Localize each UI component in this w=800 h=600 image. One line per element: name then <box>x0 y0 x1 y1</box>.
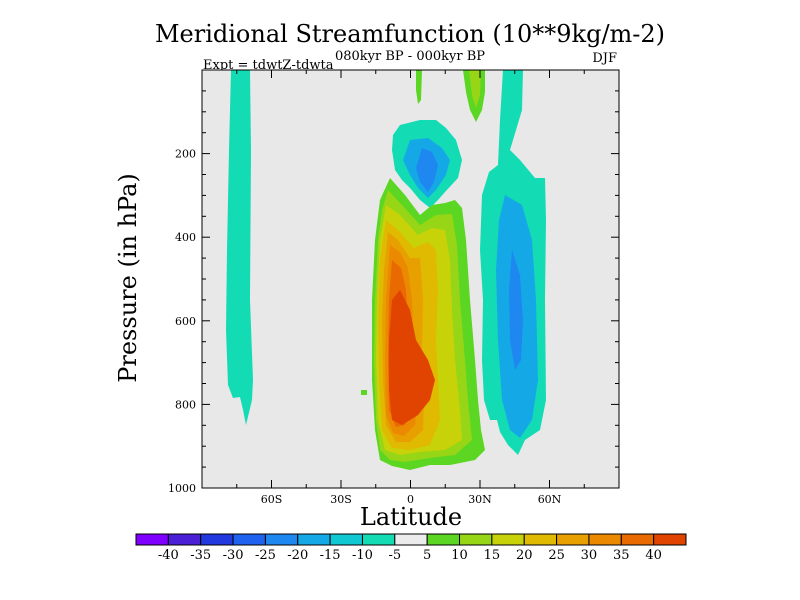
colorbar-swatch <box>232 533 266 546</box>
x-tick-label: 30N <box>468 493 492 506</box>
colorbar-label: -40 <box>158 548 179 563</box>
colorbar-label: 25 <box>548 548 565 563</box>
colorbar-swatch <box>167 533 202 546</box>
experiment-label: Expt = tdwtZ-tdwta <box>203 58 334 73</box>
upper-cell-core <box>416 148 438 192</box>
colorbar-swatch <box>459 533 493 546</box>
colorbar-label: -35 <box>190 548 211 563</box>
colorbar-label: 15 <box>484 548 501 563</box>
positive-patch-top-left <box>416 70 422 104</box>
x-tick-label: 60S <box>261 493 283 506</box>
colorbar-label: -10 <box>352 548 373 563</box>
southern-negative-cell <box>226 70 253 425</box>
colorbar: -40 -35 -30 -25 -20 -15 -10 -5 5 10 15 20 25 30 35 40 <box>135 533 687 563</box>
positive-patch-top-right-inner <box>469 70 481 108</box>
colorbar-swatch <box>329 533 363 546</box>
colorbar-swatch <box>264 533 299 546</box>
colorbar-swatch <box>491 533 525 546</box>
y-tick-label: 400 <box>175 231 196 244</box>
contour-fields <box>226 70 546 470</box>
y-tick-label: 800 <box>175 398 196 411</box>
x-tick-label: 30S <box>330 493 352 506</box>
colorbar-swatch <box>556 533 590 546</box>
tick-marks <box>201 70 620 489</box>
x-tick-label: 60N <box>538 493 562 506</box>
small-positive-dot <box>361 390 367 395</box>
colorbar-label: 30 <box>581 548 598 563</box>
y-axis-label: Pressure (in hPa) <box>114 173 142 383</box>
y-tick-label: 1000 <box>168 482 196 495</box>
colorbar-swatch <box>135 533 169 546</box>
chart-title: Meridional Streamfunction (10**9kg/m-2) <box>155 20 665 48</box>
colorbar-label: -15 <box>320 548 341 563</box>
colorbar-label: 35 <box>613 548 630 563</box>
y-tick-label: 600 <box>175 315 196 328</box>
colorbar-swatch <box>361 533 396 546</box>
colorbar-label: -20 <box>287 548 308 563</box>
colorbar-label: 20 <box>516 548 533 563</box>
colorbar-swatch <box>523 533 558 546</box>
positive-cell-40 <box>389 290 435 425</box>
tick-labels: 60S 30S 0 30N 60N 200 400 600 800 1000 <box>168 148 562 506</box>
colorbar-swatch <box>588 533 622 546</box>
season-label: DJF <box>592 51 617 66</box>
colorbar-label: 5 <box>423 548 431 563</box>
colorbar-swatch <box>297 533 331 546</box>
colorbar-label: 10 <box>451 548 468 563</box>
colorbar-label: 40 <box>645 548 662 563</box>
colorbar-swatch <box>653 533 687 546</box>
chart-subtitle: 080kyr BP - 000kyr BP <box>335 49 485 64</box>
colorbar-swatch <box>620 533 655 546</box>
x-axis-label: Latitude <box>360 503 462 531</box>
x-tick-label: 0 <box>407 493 414 506</box>
colorbar-swatch <box>394 533 428 546</box>
colorbar-label: -5 <box>388 548 401 563</box>
y-tick-label: 200 <box>175 148 196 161</box>
plot-area: 60S 30S 0 30N 60N 200 400 600 800 1000 <box>168 69 620 506</box>
northern-cell-core <box>509 250 523 370</box>
colorbar-swatch <box>426 533 461 546</box>
colorbar-label: -30 <box>223 548 244 563</box>
colorbar-label: -25 <box>255 548 276 563</box>
colorbar-swatch <box>200 533 234 546</box>
